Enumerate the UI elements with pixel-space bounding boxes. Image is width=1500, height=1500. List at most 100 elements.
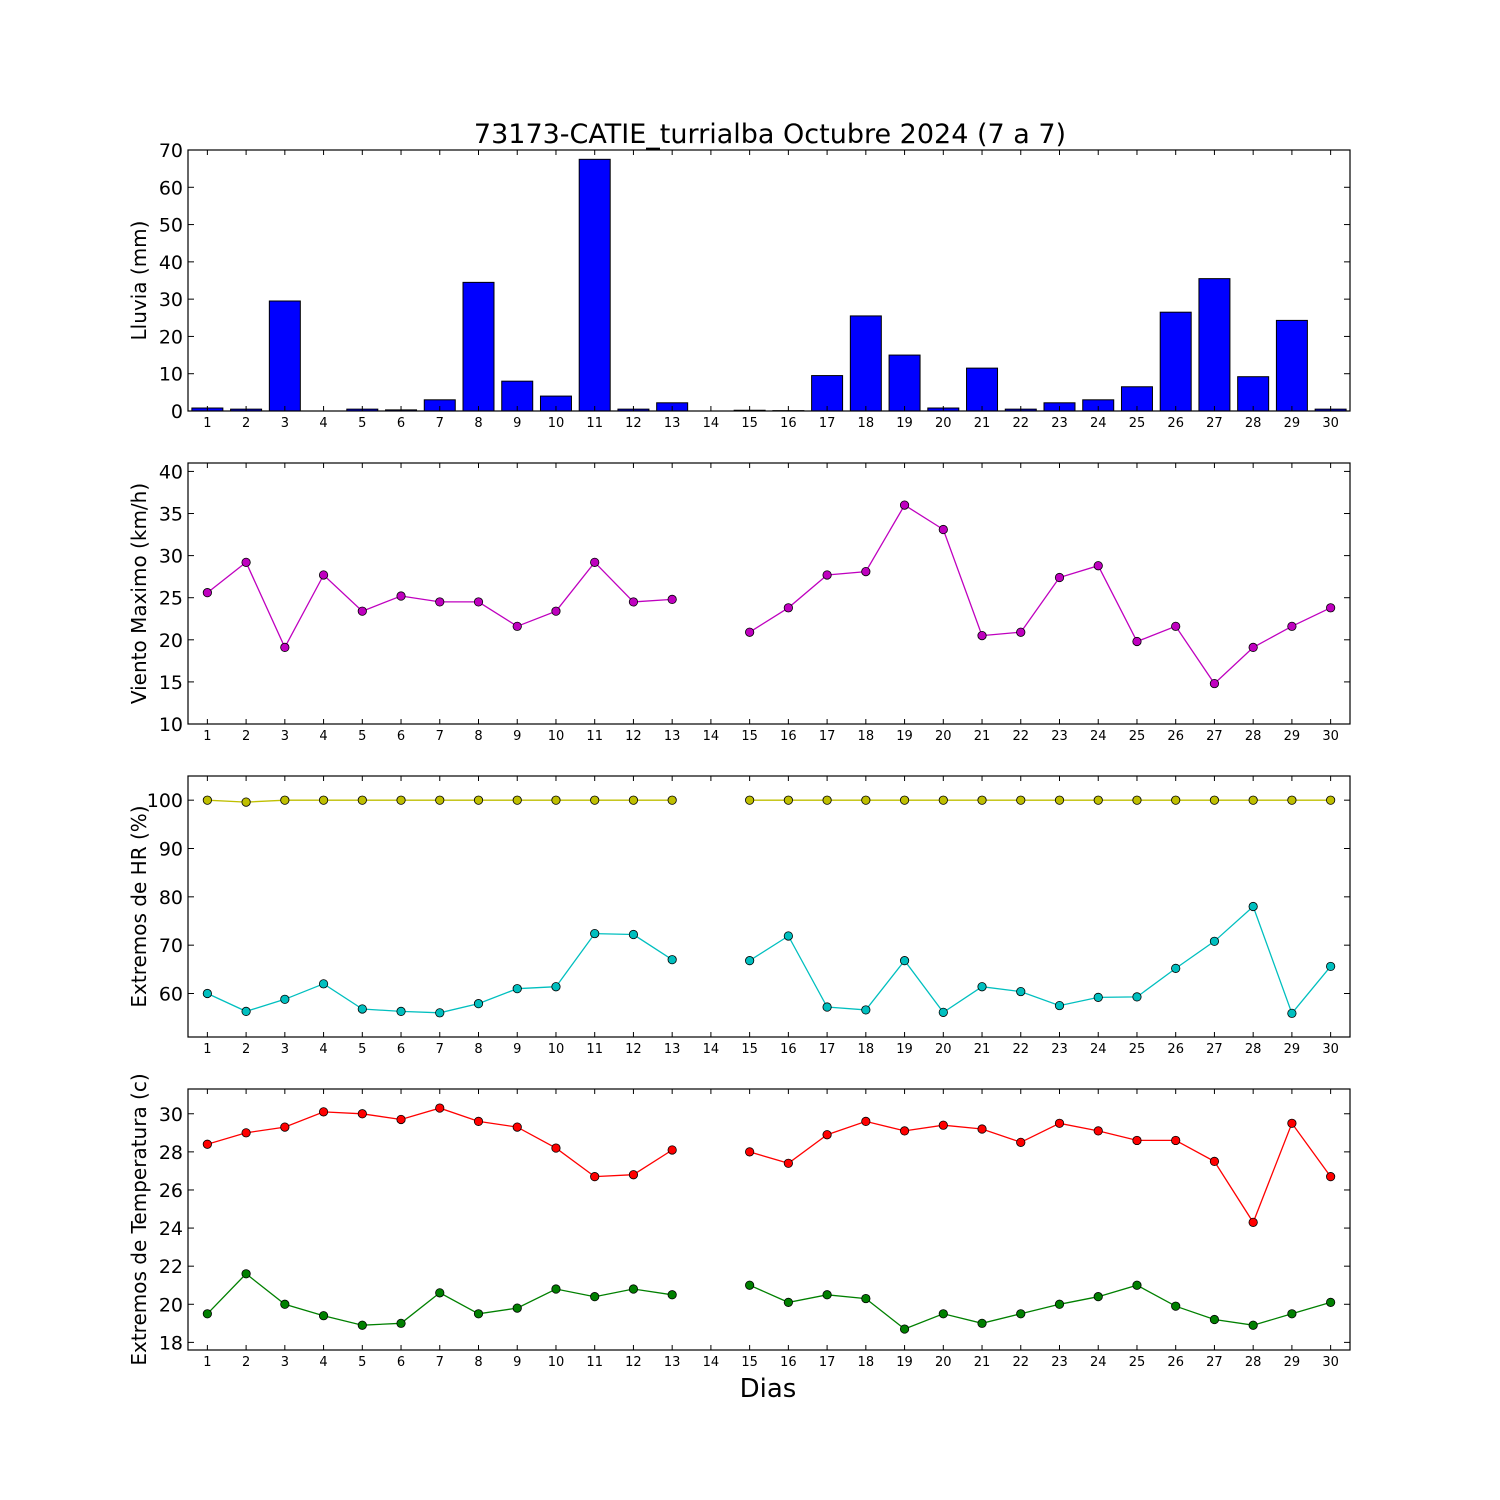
panel-4-xtick-label-29: 29 <box>1284 1355 1301 1370</box>
panel-3-xtick-label-20: 20 <box>935 1042 952 1057</box>
panel-4-xtick-label-10: 10 <box>548 1355 565 1370</box>
panel-3-point-hr_min-day-12 <box>628 929 639 940</box>
panel-4-point-temp_min-day-28 <box>1248 1320 1258 1330</box>
panel-2-point-wind-day-26 <box>1171 621 1181 631</box>
panel-4-point-temp_min-day-27 <box>1209 1314 1220 1325</box>
panel-4-ytick-label-20: 20 <box>159 1294 183 1316</box>
panel-4-point-temp_min-day-20 <box>938 1309 948 1319</box>
panel-3-point-hr_max-day-3 <box>280 795 290 805</box>
panel-4-point-temp_min-day-5 <box>357 1320 367 1330</box>
panel-3-point-hr_max-day-16 <box>783 795 793 805</box>
panel-4-y-axis-label: Extremos de Temperatura (c) <box>127 1073 151 1365</box>
panel-1-ytick-label-30: 30 <box>159 289 183 311</box>
panel-3-point-hr_min-day-16 <box>783 931 793 941</box>
panel-3-point-hr_max-day-12 <box>628 795 639 805</box>
panel-2-point-wind-day-5 <box>357 606 367 616</box>
panel-1-xtick-label-6: 6 <box>397 416 405 431</box>
panel-3-point-hr_max-day-17 <box>822 795 832 805</box>
panel-1-xtick-label-17: 17 <box>819 416 836 431</box>
panel-4-xtick-label-9: 9 <box>513 1355 521 1370</box>
panel-4-point-temp_min-day-6 <box>396 1318 406 1328</box>
panel-3-point-hr_max-day-13 <box>667 795 677 805</box>
panel-1-xtick-label-20: 20 <box>935 416 952 431</box>
panel-2-xtick-label-7: 7 <box>436 729 444 744</box>
panel-4-ytick-label-22: 22 <box>159 1256 183 1278</box>
panel-3-point-hr_max-day-26 <box>1171 795 1181 805</box>
panel-1-xtick-label-18: 18 <box>858 416 875 431</box>
panel-3-point-hr_max-day-5 <box>357 795 367 805</box>
panel-4-point-temp_max-day-19 <box>899 1126 910 1136</box>
panel-1-xtick-label-15: 15 <box>741 416 758 431</box>
panel-2-xtick-label-24: 24 <box>1090 729 1107 744</box>
panel-1-ytick-label-0: 0 <box>171 401 183 423</box>
panel-1-ytick-label-20: 20 <box>159 326 183 348</box>
panel-2-ytick-label-25: 25 <box>159 588 183 610</box>
panel-3-xtick-label-5: 5 <box>358 1042 366 1057</box>
panel-1-xtick-label-28: 28 <box>1245 416 1262 431</box>
panel-1-bar-day-29 <box>1275 319 1308 412</box>
panel-4-point-temp_min-day-18 <box>861 1293 871 1304</box>
panel-4-point-temp_max-day-6 <box>396 1114 406 1125</box>
panel-4-point-temp_min-day-8 <box>473 1309 484 1319</box>
panel-2-point-wind-day-1 <box>202 588 212 598</box>
panel-2-point-wind-day-22 <box>1016 627 1026 637</box>
panel-2-point-wind-day-23 <box>1054 572 1065 583</box>
panel-4-point-temp_max-day-27 <box>1209 1156 1220 1166</box>
panel-1-xtick-label-23: 23 <box>1051 416 1068 431</box>
panel-4-xtick-label-5: 5 <box>358 1355 366 1370</box>
panel-2-point-wind-day-8 <box>473 597 484 607</box>
panel-2-axes-frame <box>187 462 1351 725</box>
panel-3-xtick-label-26: 26 <box>1167 1042 1184 1057</box>
panel-4-point-temp_max-day-29 <box>1287 1118 1297 1128</box>
panel-2-xtick-label-21: 21 <box>974 729 991 744</box>
panel-2-point-wind-day-30 <box>1326 603 1336 613</box>
panel-1-ytick-label-70: 70 <box>159 140 183 162</box>
panel-2-series-wind-line-2 <box>749 504 1331 685</box>
panel-2-point-wind-day-18 <box>861 567 871 577</box>
panel-4-point-temp_max-day-26 <box>1171 1135 1181 1146</box>
panel-4-point-temp_max-day-4 <box>318 1107 329 1117</box>
panel-1-xtick-label-21: 21 <box>974 416 991 431</box>
panel-3-xtick-label-25: 25 <box>1129 1042 1146 1057</box>
panel-3-y-axis-label: Extremos de HR (%) <box>127 805 151 1007</box>
panel-3-point-hr_min-day-1 <box>202 988 212 999</box>
panel-4-point-temp_max-day-9 <box>512 1122 522 1132</box>
panel-2-point-wind-day-12 <box>628 597 639 607</box>
panel-3-series-hr_min-line-1 <box>207 932 673 1014</box>
panel-4-point-temp_max-day-12 <box>628 1170 639 1180</box>
panel-4-point-temp_min-day-29 <box>1287 1309 1297 1319</box>
panel-3-point-hr_max-day-6 <box>396 795 406 805</box>
panel-4-xtick-label-30: 30 <box>1322 1355 1339 1370</box>
panel-2-xtick-label-4: 4 <box>319 729 327 744</box>
panel-4-point-temp_max-day-20 <box>938 1120 948 1130</box>
panel-2-xtick-label-11: 11 <box>586 729 603 744</box>
panel-3-point-hr_min-day-6 <box>396 1006 406 1016</box>
panel-3-point-hr_max-day-30 <box>1326 795 1336 805</box>
panel-2-xtick-label-25: 25 <box>1129 729 1146 744</box>
panel-4-xtick-label-21: 21 <box>974 1355 991 1370</box>
panel-4-point-temp_max-day-15 <box>745 1147 755 1157</box>
panel-2-xtick-label-16: 16 <box>780 729 797 744</box>
panel-4-series-temp_min-line-2 <box>749 1284 1331 1330</box>
panel-3-xtick-label-17: 17 <box>819 1042 836 1057</box>
panel-2-point-wind-day-2 <box>241 557 251 567</box>
panel-3-point-hr_min-day-5 <box>357 1004 367 1014</box>
panel-4-xtick-label-14: 14 <box>703 1355 720 1370</box>
panel-3-xtick-label-3: 3 <box>281 1042 289 1057</box>
panel-3-point-hr_min-day-4 <box>318 979 329 989</box>
panel-4-point-temp_max-day-22 <box>1016 1137 1026 1147</box>
panel-4-point-temp_max-day-24 <box>1093 1126 1103 1136</box>
panel-3-point-hr_min-day-17 <box>822 1002 832 1012</box>
panel-3-point-hr_max-day-28 <box>1248 795 1258 805</box>
panel-4-ytick-label-24: 24 <box>159 1218 183 1240</box>
panel-4-ytick-label-28: 28 <box>159 1142 183 1164</box>
panel-4-ytick-label-30: 30 <box>159 1104 183 1126</box>
panel-3-axes-frame <box>187 775 1351 1038</box>
panel-3-xtick-label-12: 12 <box>625 1042 642 1057</box>
panel-1-xtick-label-8: 8 <box>474 416 482 431</box>
panel-4-xtick-label-28: 28 <box>1245 1355 1262 1370</box>
panel-4-point-temp_min-day-21 <box>977 1318 987 1328</box>
panel-2-point-wind-day-16 <box>783 603 793 613</box>
